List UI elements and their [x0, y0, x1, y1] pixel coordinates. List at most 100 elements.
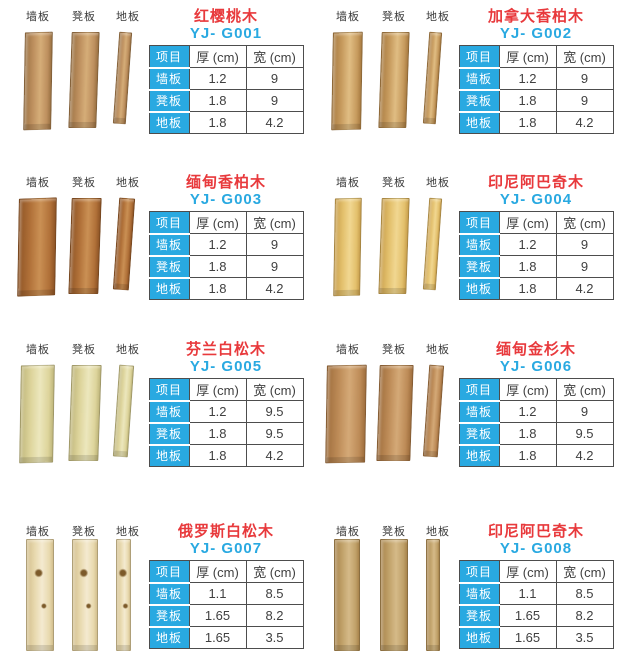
spec-header-item: 项目 — [458, 211, 500, 235]
wall-board-label: 墙板 — [26, 177, 50, 189]
spec-value-bench-width: 9.5 — [555, 422, 614, 445]
wall-board-label: 墙板 — [336, 11, 360, 23]
product-name: 红樱桃木 — [193, 8, 258, 25]
product-model: YJ- G001 — [189, 25, 263, 42]
spec-value-bench-width: 9 — [245, 89, 304, 112]
floor-board-plank-image — [112, 31, 133, 125]
spec-header-item: 项目 — [148, 560, 190, 584]
spec-header-width: 宽 (cm) — [245, 560, 304, 583]
spec-row-label-wall: 墙板 — [458, 233, 500, 257]
spec-value-wall-width: 9 — [245, 233, 304, 256]
spec-header-thickness: 厚 (cm) — [188, 211, 247, 234]
spec-header-width: 宽 (cm) — [555, 378, 614, 401]
floor-board-label: 地板 — [116, 526, 140, 538]
wood-samples: 墙板 凳板 地板 — [12, 341, 152, 481]
spec-value-wall-width: 9 — [555, 67, 614, 90]
spec-value-bench-thickness: 1.8 — [188, 255, 247, 278]
spec-value-wall-thickness: 1.2 — [498, 67, 557, 90]
bench-board-plank-image — [72, 539, 98, 651]
spec-value-bench-thickness: 1.8 — [498, 89, 557, 112]
spec-value-wall-width: 9 — [555, 233, 614, 256]
spec-value-wall-thickness: 1.2 — [498, 400, 557, 423]
product-card-yj-g006: 墙板 凳板 地板 缅甸金杉木 YJ- G006 项目 厚 (cm) 宽 (cm) — [310, 333, 620, 499]
spec-value-wall-thickness: 1.1 — [498, 582, 557, 605]
bench-board-label: 凳板 — [72, 344, 96, 356]
spec-header-thickness: 厚 (cm) — [188, 378, 247, 401]
floor-board-plank-image — [422, 364, 445, 458]
spec-table: 项目 厚 (cm) 宽 (cm) 墙板 1.2 9 凳板 1.8 9 — [148, 211, 304, 300]
product-model: YJ- G007 — [189, 540, 263, 557]
product-card-yj-g001: 墙板 凳板 地板 红樱桃木 YJ- G001 项目 厚 (cm) 宽 (cm) — [0, 0, 310, 166]
spec-value-wall-thickness: 1.2 — [188, 233, 247, 256]
spec-value-bench-thickness: 1.8 — [498, 422, 557, 445]
product-card-yj-g007: 墙板 凳板 地板 俄罗斯白松木 YJ- G007 项目 厚 (cm) 宽 (cm… — [0, 499, 310, 666]
spec-row-label-floor: 地板 — [148, 277, 190, 300]
wall-board-label: 墙板 — [26, 344, 50, 356]
spec-header-item: 项目 — [148, 378, 190, 402]
spec-row-label-wall: 墙板 — [148, 233, 190, 257]
wood-samples: 墙板 凳板 地板 — [322, 174, 462, 314]
spec-table: 项目 厚 (cm) 宽 (cm) 墙板 1.1 8.5 凳板 1.65 8.2 — [458, 560, 614, 649]
wall-board-plank-image — [17, 197, 57, 297]
spec-row-label-bench: 凳板 — [458, 604, 500, 628]
spec-row-label-floor: 地板 — [148, 626, 190, 649]
product-info: 印尼阿巴奇木 YJ- G008 项目 厚 (cm) 宽 (cm) 墙板 1.1 … — [458, 523, 614, 649]
spec-value-floor-thickness: 1.65 — [188, 626, 247, 649]
spec-value-wall-width: 8.5 — [245, 582, 304, 605]
spec-row-label-floor: 地板 — [458, 111, 500, 134]
product-model: YJ- G005 — [189, 358, 263, 375]
floor-board-label: 地板 — [426, 526, 450, 538]
product-info: 芬兰白松木 YJ- G005 项目 厚 (cm) 宽 (cm) 墙板 1.2 9… — [148, 341, 304, 467]
wood-samples: 墙板 凳板 地板 — [322, 341, 462, 481]
wall-board-plank-image — [23, 31, 53, 131]
spec-value-bench-width: 9 — [245, 255, 304, 278]
bench-board-label: 凳板 — [72, 177, 96, 189]
wall-board-label: 墙板 — [26, 526, 50, 538]
spec-value-floor-thickness: 1.8 — [188, 444, 247, 467]
spec-table: 项目 厚 (cm) 宽 (cm) 墙板 1.2 9 凳板 1.8 9 — [458, 45, 614, 134]
bench-board-plank-image — [68, 32, 100, 128]
spec-row-label-wall: 墙板 — [458, 582, 500, 606]
spec-row-label-bench: 凳板 — [148, 604, 190, 628]
spec-header-thickness: 厚 (cm) — [498, 45, 557, 68]
spec-value-floor-thickness: 1.8 — [498, 444, 557, 467]
spec-header-width: 宽 (cm) — [555, 45, 614, 68]
spec-row-label-bench: 凳板 — [458, 89, 500, 113]
spec-value-wall-thickness: 1.2 — [498, 233, 557, 256]
bench-board-label: 凳板 — [72, 526, 96, 538]
spec-row-label-bench: 凳板 — [458, 422, 500, 446]
spec-row-label-bench: 凳板 — [458, 255, 500, 279]
bench-board-label: 凳板 — [382, 344, 406, 356]
product-name: 俄罗斯白松木 — [177, 523, 274, 540]
spec-row-label-floor: 地板 — [458, 626, 500, 649]
spec-value-floor-width: 3.5 — [245, 626, 304, 649]
floor-board-plank-image — [422, 31, 443, 125]
spec-value-floor-thickness: 1.65 — [498, 626, 557, 649]
spec-value-floor-width: 4.2 — [555, 111, 614, 134]
bench-board-label: 凳板 — [382, 526, 406, 538]
product-model: YJ- G002 — [499, 25, 573, 42]
bench-board-label: 凳板 — [72, 11, 96, 23]
spec-row-label-floor: 地板 — [148, 444, 190, 467]
spec-row-label-floor: 地板 — [148, 111, 190, 134]
wood-samples: 墙板 凳板 地板 — [322, 519, 462, 659]
spec-row-label-wall: 墙板 — [148, 582, 190, 606]
spec-header-thickness: 厚 (cm) — [498, 211, 557, 234]
product-info: 印尼阿巴奇木 YJ- G004 项目 厚 (cm) 宽 (cm) 墙板 1.2 … — [458, 174, 614, 300]
product-name: 印尼阿巴奇木 — [487, 523, 584, 540]
spec-table: 项目 厚 (cm) 宽 (cm) 墙板 1.1 8.5 凳板 1.65 8.2 — [148, 560, 304, 649]
spec-header-item: 项目 — [458, 45, 500, 69]
spec-row-label-wall: 墙板 — [148, 67, 190, 91]
spec-value-floor-width: 3.5 — [555, 626, 614, 649]
spec-value-bench-width: 9.5 — [245, 422, 304, 445]
bench-board-plank-image — [378, 32, 410, 128]
wood-samples: 墙板 凳板 地板 — [12, 174, 152, 314]
product-name: 芬兰白松木 — [185, 341, 266, 358]
spec-header-width: 宽 (cm) — [245, 211, 304, 234]
spec-value-floor-width: 4.2 — [245, 111, 304, 134]
wall-board-plank-image — [331, 31, 363, 131]
spec-table: 项目 厚 (cm) 宽 (cm) 墙板 1.2 9 凳板 1.8 9 — [148, 45, 304, 134]
wall-board-plank-image — [325, 364, 367, 464]
spec-value-bench-thickness: 1.8 — [188, 89, 247, 112]
floor-board-label: 地板 — [116, 344, 140, 356]
